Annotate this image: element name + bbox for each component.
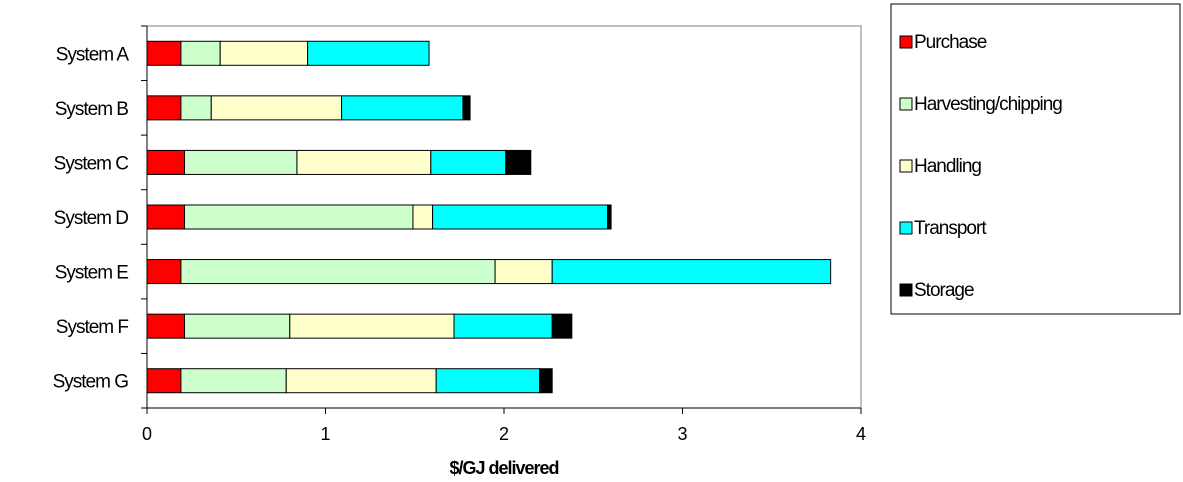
y-tick-label-system-d: System D — [54, 208, 129, 229]
legend-swatch-transport — [899, 221, 913, 235]
bar-system-e-purchase — [146, 259, 182, 285]
bar-system-b-harvesting-chipping — [180, 95, 212, 121]
bar-system-f-handling — [289, 313, 455, 339]
bar-system-a-harvesting-chipping — [180, 40, 221, 66]
bar-system-d-storage — [607, 204, 612, 230]
x-tick-label-2: 2 — [499, 424, 509, 444]
bar-system-b-storage — [462, 95, 471, 121]
x-tick-label-1: 1 — [320, 424, 330, 444]
y-tick-label-system-e: System E — [55, 263, 129, 284]
y-tick-label-system-f: System F — [56, 317, 129, 338]
bar-system-c-purchase — [146, 149, 185, 175]
bar-system-f-harvesting-chipping — [183, 313, 291, 339]
legend-label-storage: Storage — [914, 280, 974, 301]
axes-layer: System A System B System C System D System E… — [53, 25, 866, 444]
legend-box — [890, 3, 1181, 315]
legend-swatch-storage — [899, 283, 913, 297]
bar-system-g-harvesting-chipping — [180, 368, 287, 394]
bar-system-f-storage — [551, 313, 573, 339]
bar-system-d-handling — [412, 204, 434, 230]
bar-system-g-purchase — [146, 368, 182, 394]
legend: Purchase Harvesting/chipping Handling Trans… — [890, 3, 1181, 315]
x-tick-label-0: 0 — [142, 424, 152, 444]
y-tick-label-system-a: System A — [56, 44, 130, 65]
bar-system-c-handling — [296, 149, 432, 175]
bar-system-g-storage — [539, 368, 553, 394]
bar-system-c-harvesting-chipping — [183, 149, 298, 175]
x-tick-label-4: 4 — [856, 424, 866, 444]
bar-system-d-purchase — [146, 204, 185, 230]
legend-entries: Purchase Harvesting/chipping Handling Trans… — [899, 32, 1063, 301]
bar-system-d-harvesting-chipping — [183, 204, 414, 230]
bar-system-g-handling — [285, 368, 437, 394]
legend-swatch-harvesting-chipping — [899, 97, 913, 111]
bar-system-d-transport — [432, 204, 609, 230]
bar-system-a-handling — [219, 40, 309, 66]
legend-label-transport: Transport — [914, 218, 987, 239]
y-tick-label-system-c: System C — [54, 153, 129, 174]
bar-system-e-harvesting-chipping — [180, 259, 496, 285]
legend-label-purchase: Purchase — [914, 32, 987, 53]
legend-swatch-purchase — [899, 35, 913, 49]
bar-system-a-purchase — [146, 40, 182, 66]
bar-system-f-purchase — [146, 313, 185, 339]
x-axis-title: $/GJ delivered — [449, 458, 558, 478]
bar-system-c-storage — [505, 149, 532, 175]
y-tick-label-system-b: System B — [55, 99, 129, 120]
bar-system-g-transport — [435, 368, 541, 394]
legend-label-harvesting-chipping: Harvesting/chipping — [914, 94, 1062, 115]
x-tick-label-3: 3 — [677, 424, 687, 444]
legend-label-handling: Handling — [914, 156, 981, 177]
y-tick-label-system-g: System G — [53, 372, 129, 393]
bar-system-e-handling — [494, 259, 553, 285]
bar-system-f-transport — [453, 313, 553, 339]
bar-system-e-transport — [551, 259, 832, 285]
bar-system-c-transport — [430, 149, 507, 175]
bar-system-b-handling — [210, 95, 343, 121]
bar-system-b-purchase — [146, 95, 182, 121]
bar-system-a-transport — [307, 40, 430, 66]
legend-swatch-handling — [899, 159, 913, 173]
bar-system-b-transport — [341, 95, 464, 121]
bars-layer — [146, 40, 832, 394]
